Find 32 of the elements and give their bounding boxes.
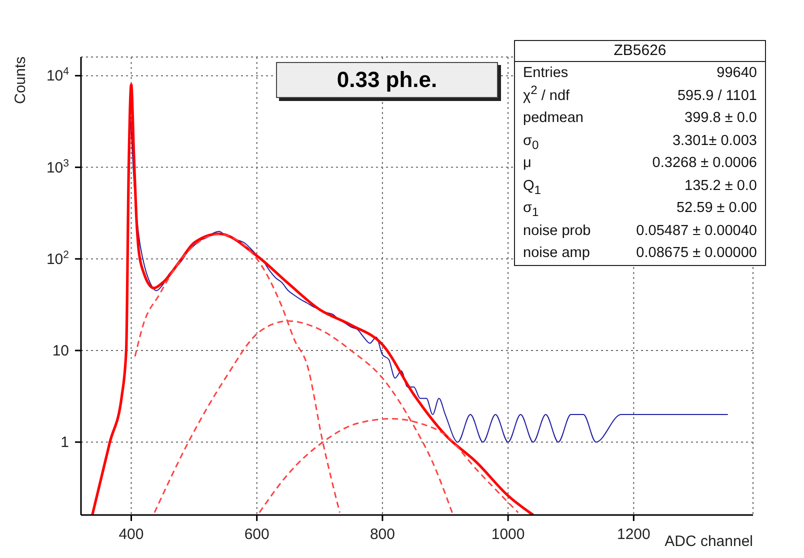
- annotation: 0.3268 ± 0.0006: [652, 154, 757, 173]
- annotation: 99640: [716, 64, 757, 83]
- x-tick-label: 400: [118, 526, 144, 543]
- annotation: pedmean: [523, 109, 584, 128]
- x-tick-label: 600: [244, 526, 270, 543]
- y-tick-label: 10: [52, 342, 69, 360]
- annotation: noise amp: [523, 244, 590, 263]
- y-axis-title: Counts: [12, 56, 29, 104]
- x-tick-label: 800: [370, 526, 395, 543]
- annotation: Q$_{1}$: [523, 176, 541, 197]
- annotation: 0.08675 ± 0.00000: [636, 244, 757, 263]
- annotation: 3.301± 0.003: [672, 132, 757, 150]
- annotation: σ$_{1}$: [523, 199, 539, 220]
- annotation: 52.59 ± 0.00: [676, 199, 757, 218]
- annotation: σ$_{0}$: [523, 132, 539, 152]
- annotation: noise prob: [523, 222, 591, 240]
- label-box: 0.33 ph.e.: [276, 62, 498, 98]
- y-tick-label: 10$^{2}$: [46, 248, 70, 268]
- y-tick-label: 1: [60, 434, 69, 452]
- annotation: χ$^{2}$ / ndf: [523, 82, 570, 106]
- x-axis-title: ADC channel: [664, 533, 753, 550]
- annotation: Entries: [523, 64, 568, 83]
- annotation: 399.8 ± 0.0: [684, 109, 757, 128]
- x-tick-label: 1000: [491, 526, 525, 543]
- x-tick-label: 1200: [616, 526, 650, 543]
- annotation: 595.9 / 1101: [677, 86, 757, 106]
- annotation: ZB5626: [515, 41, 765, 62]
- annotation: 135.2 ± 0.0: [684, 176, 757, 196]
- y-tick-label: 10$^{3}$: [46, 157, 70, 176]
- y-tick-label: 10$^{4}$: [46, 66, 70, 85]
- annotation: 0.05487 ± 0.00040: [636, 222, 757, 240]
- annotation: μ: [523, 154, 532, 173]
